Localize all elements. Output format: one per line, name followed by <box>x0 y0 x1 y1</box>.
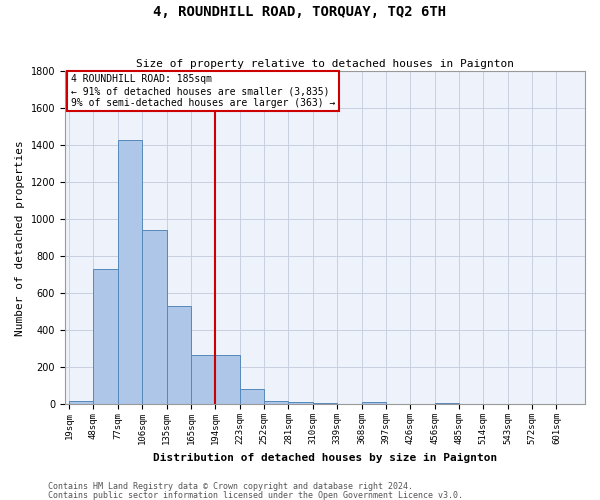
Bar <box>289 402 313 404</box>
Bar <box>69 400 94 404</box>
Text: Contains public sector information licensed under the Open Government Licence v3: Contains public sector information licen… <box>48 491 463 500</box>
X-axis label: Distribution of detached houses by size in Paignton: Distribution of detached houses by size … <box>153 452 497 462</box>
Bar <box>167 306 191 404</box>
Bar <box>362 402 386 404</box>
Bar <box>434 403 459 404</box>
Text: 4, ROUNDHILL ROAD, TORQUAY, TQ2 6TH: 4, ROUNDHILL ROAD, TORQUAY, TQ2 6TH <box>154 5 446 19</box>
Bar <box>191 355 215 404</box>
Y-axis label: Number of detached properties: Number of detached properties <box>15 140 25 336</box>
Text: 4 ROUNDHILL ROAD: 185sqm
← 91% of detached houses are smaller (3,835)
9% of semi: 4 ROUNDHILL ROAD: 185sqm ← 91% of detach… <box>71 74 335 108</box>
Bar <box>313 403 337 404</box>
Bar <box>94 269 118 404</box>
Title: Size of property relative to detached houses in Paignton: Size of property relative to detached ho… <box>136 59 514 69</box>
Bar <box>239 388 264 404</box>
Bar <box>142 230 167 404</box>
Bar <box>215 355 239 404</box>
Bar <box>264 400 289 404</box>
Bar <box>118 140 142 404</box>
Text: Contains HM Land Registry data © Crown copyright and database right 2024.: Contains HM Land Registry data © Crown c… <box>48 482 413 491</box>
